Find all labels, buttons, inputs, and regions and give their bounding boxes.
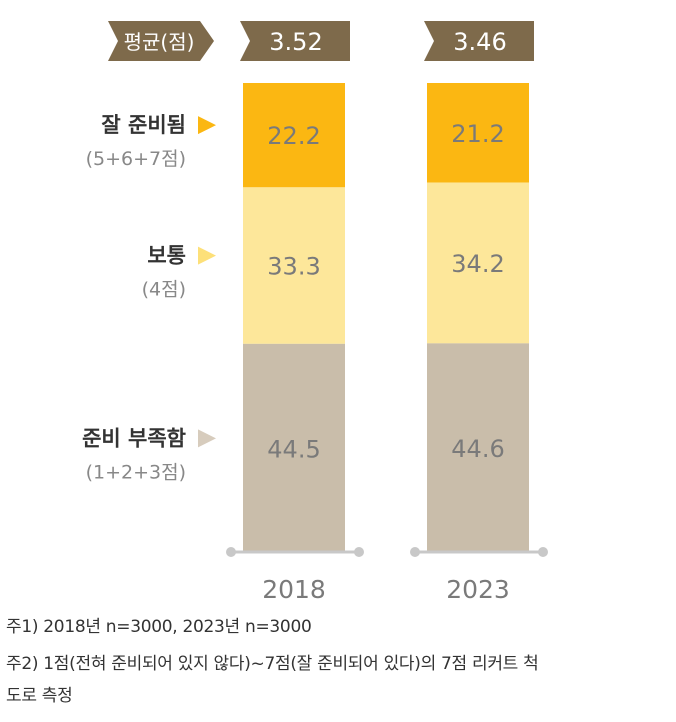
stacked-bar-chart: 평균(점) 3.52 3.46 22.2 33.3 44.5 21.2 34.2 44.6 201… bbox=[82, 21, 548, 604]
x-tick-label: 2018 bbox=[262, 575, 326, 604]
bar-segment bbox=[243, 187, 345, 344]
bar-segment bbox=[427, 182, 529, 344]
bar-segment bbox=[243, 343, 345, 553]
legend-label: 보통 bbox=[147, 244, 186, 268]
bar-segment bbox=[427, 343, 529, 553]
data-label: 44.6 bbox=[451, 435, 504, 463]
triangle-marker-icon bbox=[198, 246, 216, 265]
data-label: 34.2 bbox=[451, 250, 504, 278]
average-label: 평균(점) bbox=[124, 30, 195, 54]
axis-end-dot bbox=[410, 547, 420, 557]
data-label: 21.2 bbox=[451, 120, 504, 148]
legend-label: 잘 준비됨 bbox=[101, 113, 186, 137]
footnote-2: 주2) 1점(전혀 준비되어 있지 않다)~7점(잘 준비되어 있다)의 7점 … bbox=[6, 654, 539, 674]
triangle-marker-icon bbox=[198, 429, 216, 448]
footnote-1: 주1) 2018년 n=3000, 2023년 n=3000 bbox=[6, 617, 312, 637]
average-label-badge bbox=[108, 21, 214, 61]
axis-end-dot bbox=[538, 547, 548, 557]
data-label: 44.5 bbox=[267, 435, 320, 463]
legend-sublabel: (4점) bbox=[142, 279, 186, 301]
average-value: 3.46 bbox=[453, 28, 506, 56]
footnote-2-continued: 도로 측정 bbox=[6, 686, 73, 706]
average-badge bbox=[424, 21, 534, 61]
bar-segment bbox=[427, 83, 529, 183]
legend-sublabel: (1+2+3점) bbox=[86, 461, 186, 483]
average-badge bbox=[240, 21, 350, 61]
x-tick-label: 2023 bbox=[446, 575, 510, 604]
bar-segment bbox=[243, 83, 345, 188]
axis-end-dot bbox=[226, 547, 236, 557]
data-label: 33.3 bbox=[267, 253, 320, 281]
average-value: 3.52 bbox=[269, 28, 322, 56]
legend-label: 준비 부족함 bbox=[82, 426, 186, 450]
triangle-marker-icon bbox=[198, 116, 216, 135]
data-label: 22.2 bbox=[267, 122, 320, 150]
legend-sublabel: (5+6+7점) bbox=[86, 148, 186, 170]
axis-end-dot bbox=[354, 547, 364, 557]
